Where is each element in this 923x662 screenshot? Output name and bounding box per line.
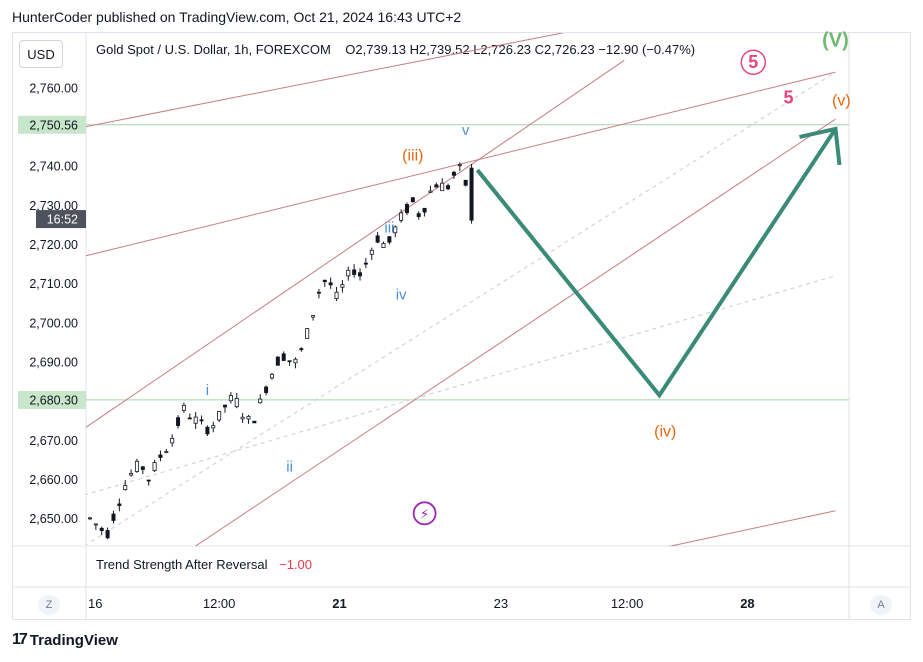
symbol-title: Gold Spot / U.S. Dollar, 1h, FOREXCOM [96, 42, 331, 57]
currency-button[interactable]: USD [19, 40, 63, 68]
zoom-button[interactable]: Z [38, 595, 60, 615]
auto-scale-button[interactable]: A [870, 595, 892, 615]
indicator-legend: Trend Strength After Reversal −1.00 [96, 557, 312, 572]
published-caption: HunterCoder published on TradingView.com… [12, 9, 462, 25]
tradingview-logo-icon: 17 [12, 631, 28, 648]
indicator-name: Trend Strength After Reversal [96, 557, 268, 572]
ohlc-values: O2,739.13 H2,739.52 L2,726.23 C2,726.23 … [345, 42, 696, 57]
symbol-legend: Gold Spot / U.S. Dollar, 1h, FOREXCOM O2… [96, 42, 695, 57]
brand-name: TradingView [29, 631, 118, 649]
chart-frame [12, 32, 911, 620]
tradingview-brand: 17 TradingView [12, 631, 118, 649]
indicator-value: −1.00 [279, 557, 313, 572]
